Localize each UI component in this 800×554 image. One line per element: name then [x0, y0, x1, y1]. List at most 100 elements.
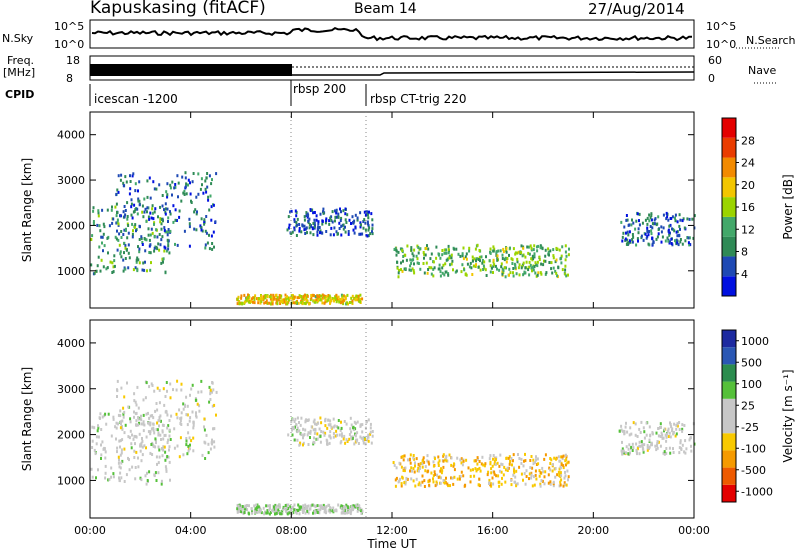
velocity-cell: [667, 435, 670, 438]
velocity-cell: [520, 457, 523, 461]
velocity-cell: [535, 463, 538, 466]
velocity-cell: [133, 415, 135, 419]
velocity-cell: [318, 427, 321, 431]
velocity-cell: [347, 510, 350, 514]
velocity-cell: [160, 447, 163, 450]
velocity-cell: [478, 460, 481, 463]
velocity-cell: [192, 423, 195, 427]
power-cell: [188, 244, 191, 248]
velocity-cell: [114, 425, 117, 429]
power-cell: [450, 262, 453, 266]
velocity-cell: [141, 439, 144, 443]
velocity-cell: [120, 461, 123, 465]
velocity-cell: [442, 479, 445, 482]
velocity-cell: [155, 479, 158, 482]
velocity-cell: [369, 422, 372, 426]
power-cell: [247, 293, 249, 297]
power-cell: [444, 262, 447, 266]
power-cell: [318, 297, 321, 300]
power-cell: [527, 251, 530, 255]
velocity-cell: [648, 425, 651, 429]
power-cell: [196, 210, 198, 214]
velocity-cell: [240, 510, 243, 513]
power-cell: [163, 226, 166, 230]
power-cell: [325, 217, 328, 221]
power-cell: [512, 274, 515, 278]
velocity-cell: [331, 509, 334, 513]
power-cell: [339, 219, 342, 222]
velocity-cell: [147, 411, 149, 415]
power-cell: [99, 229, 102, 233]
power-cell: [269, 297, 272, 301]
velocity-cell: [191, 410, 194, 414]
power-scatter-region: [115, 171, 218, 251]
power-cell: [441, 253, 444, 257]
velocity-cell: [130, 446, 133, 450]
power-cell: [106, 266, 109, 270]
velocity-cell: [412, 454, 415, 457]
velocity-cell: [558, 474, 561, 478]
power-cell: [310, 296, 313, 300]
power-cell: [429, 257, 432, 261]
power-cell: [270, 302, 272, 306]
power-cell: [278, 294, 281, 297]
power-cell: [123, 228, 126, 232]
velocity-cell: [345, 438, 348, 442]
velocity-cell: [310, 425, 313, 429]
velocity-cell: [477, 483, 480, 487]
power-cell: [565, 254, 568, 258]
power-cell: [520, 244, 523, 248]
power-cell: [247, 296, 249, 300]
power-cell: [125, 248, 128, 252]
power-cell: [499, 249, 502, 253]
velocity-cell: [213, 403, 216, 407]
velocity-cell: [275, 509, 277, 513]
velocity-cell: [117, 461, 120, 465]
power-cell: [536, 260, 539, 264]
velocity-cell: [208, 385, 211, 389]
power-cell: [628, 230, 631, 234]
velocity-cell: [365, 420, 368, 423]
velocity-cell: [442, 459, 445, 463]
velocity-cell: [349, 427, 352, 431]
power-cell: [143, 197, 146, 201]
velocity-cell: [123, 431, 126, 435]
power-cell: [500, 265, 503, 269]
power-cell: [452, 268, 454, 272]
power-cell: [276, 302, 279, 306]
velocity-cell: [514, 475, 517, 479]
velocity-cell: [554, 475, 557, 479]
power-cell: [153, 235, 156, 239]
power-cell: [651, 242, 654, 246]
power-cell: [102, 249, 104, 253]
velocity-cell: [161, 454, 164, 458]
power-cell: [291, 230, 294, 234]
velocity-cell: [497, 474, 500, 478]
velocity-cell: [414, 484, 417, 488]
power-cell: [411, 252, 414, 256]
power-cell: [529, 244, 532, 248]
velocity-cell: [319, 508, 322, 512]
velocity-cell: [175, 412, 178, 416]
power-cell: [640, 234, 643, 238]
velocity-cell: [192, 449, 195, 453]
power-cell: [316, 297, 319, 301]
velocity-cell: [182, 402, 185, 406]
power-cell: [312, 211, 315, 215]
power-cell: [236, 302, 239, 306]
power-cell: [194, 208, 197, 212]
velocity-cell: [191, 383, 194, 387]
velocity-cell: [133, 456, 136, 459]
velocity-cell: [324, 419, 327, 423]
power-cell: [683, 226, 686, 230]
velocity-cell: [683, 424, 686, 427]
power-cell: [634, 227, 637, 231]
power-cell: [636, 237, 639, 241]
power-cell: [511, 258, 514, 262]
velocity-cell: [483, 464, 486, 468]
velocity-cell: [211, 404, 214, 408]
velocity-cell: [510, 478, 513, 482]
velocity-cell: [337, 503, 340, 507]
velocity-cell: [122, 412, 125, 416]
power-cell: [340, 216, 343, 220]
